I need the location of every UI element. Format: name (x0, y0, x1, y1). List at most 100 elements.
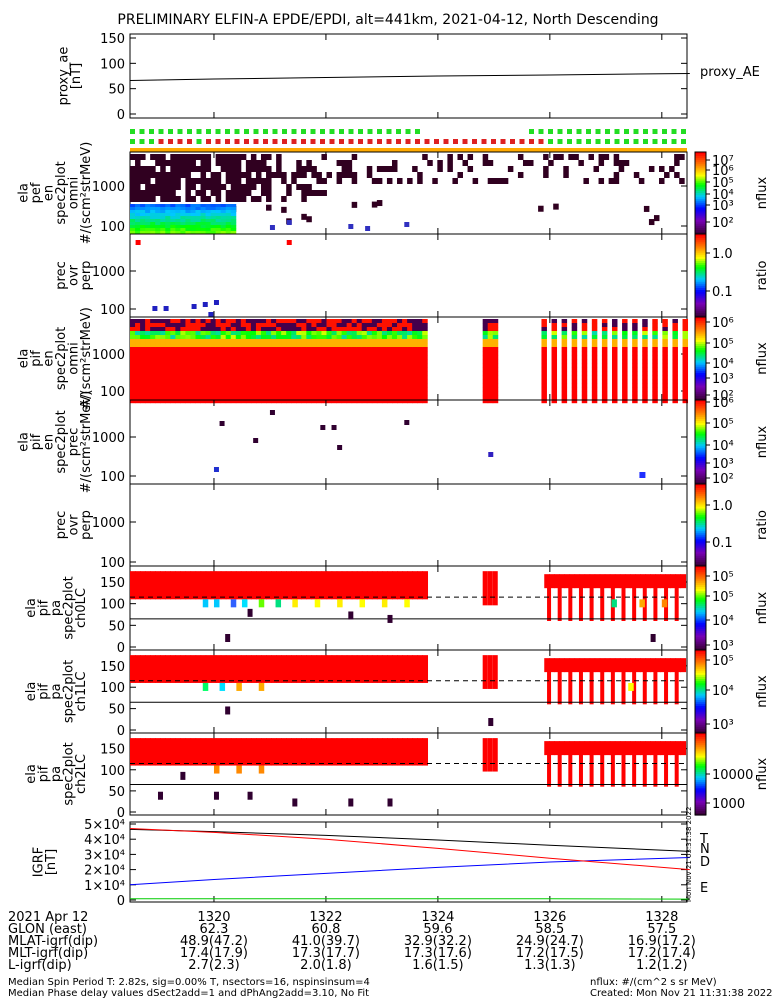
status-green-marker (662, 129, 667, 134)
epdi-cell (622, 363, 628, 368)
epdi-cell (230, 331, 237, 336)
colorbar-cell (695, 448, 706, 451)
epdi-cell (140, 319, 146, 324)
epdi-cell (281, 395, 287, 400)
epdi-cell (632, 391, 638, 396)
epdi-cell (185, 323, 191, 328)
colorbar-tick-label: 10² (712, 472, 734, 487)
epdi-cell (306, 371, 312, 376)
status-green-marker (358, 129, 363, 134)
epdi-cell (361, 379, 368, 384)
epdi-cell (487, 379, 494, 384)
colorbar-cell (695, 321, 706, 324)
epdi-cell (366, 379, 373, 384)
epdi-cell (366, 391, 373, 396)
y-axis-label: #/(scm²strMeV) (79, 307, 94, 410)
pa-cell (220, 655, 227, 683)
epdi-cell (412, 375, 418, 380)
epdi-cell (611, 383, 618, 388)
pa-cell (271, 738, 277, 766)
epde-cell (215, 228, 222, 232)
epdi-cell (366, 323, 373, 328)
pa-cell (366, 571, 373, 600)
epdi-cell (255, 367, 262, 372)
epde-cell (130, 184, 136, 190)
epdi-cell (311, 363, 317, 368)
pa-cell (482, 738, 488, 772)
epdi-cell (371, 383, 378, 388)
epdi-cell (155, 355, 161, 360)
epdi-cell (301, 351, 307, 356)
epde-cell (145, 178, 151, 184)
epdi-cell (260, 347, 267, 352)
epdi-cell (210, 387, 217, 392)
pa-cell (213, 765, 220, 774)
pa-cell (417, 655, 423, 683)
epde-cell (220, 222, 227, 226)
epdi-cell (381, 395, 388, 400)
epdi-cell (591, 327, 598, 332)
epdi-cell (150, 339, 156, 344)
epdi-cell (291, 367, 297, 372)
epde-cell (200, 172, 207, 178)
epde-cell (220, 213, 227, 217)
colorbar-cell (695, 529, 706, 532)
epdi-cell (240, 343, 247, 348)
epdi-cell (311, 347, 317, 352)
pa-cell (554, 574, 561, 589)
pa-cell (412, 571, 418, 600)
epdi-cell (190, 343, 196, 348)
epdi-cell (220, 375, 227, 380)
epdi-cell (321, 355, 327, 360)
epdi-cell (255, 331, 262, 336)
epdi-cell (301, 367, 307, 372)
epde-cell (225, 207, 232, 211)
epdi-cell (301, 375, 307, 380)
footer-value: 17.2(17.5) (516, 946, 584, 961)
epdi-cell (185, 343, 191, 348)
epdi-cell (301, 391, 307, 396)
epdi-cell (160, 331, 166, 336)
epdi-cell (391, 383, 398, 388)
epde-cell (215, 204, 222, 208)
colorbar-cell (695, 494, 706, 497)
epde-cell (316, 190, 322, 196)
epdi-cell (351, 343, 358, 348)
epdi-cell (140, 363, 146, 368)
pa-cell (549, 658, 556, 673)
epdi-cell (291, 323, 297, 328)
epde-cell (145, 228, 151, 232)
epde-cell (190, 196, 196, 202)
epdi-cell (407, 379, 413, 384)
epde-cell (175, 160, 181, 166)
pa-cell (559, 658, 566, 673)
epdi-cell (682, 355, 689, 360)
epdi-cell (230, 383, 237, 388)
epdi-cell (391, 363, 398, 368)
epdi-cell (422, 395, 428, 400)
epde-cell (165, 190, 171, 196)
pa-cell (584, 658, 591, 673)
status-marker (215, 139, 221, 144)
colorbar-cell (695, 429, 706, 433)
ratio-cell (202, 302, 208, 307)
epdi-cell (417, 331, 423, 336)
epdi-cell (561, 347, 568, 352)
epdi-cell (145, 335, 151, 340)
colorbar-cell (695, 404, 706, 407)
pa-cell (170, 655, 177, 683)
colorbar-cell (695, 763, 706, 767)
epdi-cell (255, 327, 262, 332)
epdi-cell (591, 387, 598, 392)
pa-cell (346, 571, 353, 600)
epdi-cell (581, 339, 588, 344)
epdi-cell (376, 371, 383, 376)
epdi-cell (255, 379, 262, 384)
epdi-cell (561, 355, 568, 360)
epdi-cell (301, 331, 307, 336)
pa-cell (632, 585, 637, 621)
epdi-cell (356, 355, 363, 360)
epdi-cell (190, 347, 196, 352)
epdi-cell (412, 359, 418, 364)
epdi-cell (402, 383, 408, 388)
